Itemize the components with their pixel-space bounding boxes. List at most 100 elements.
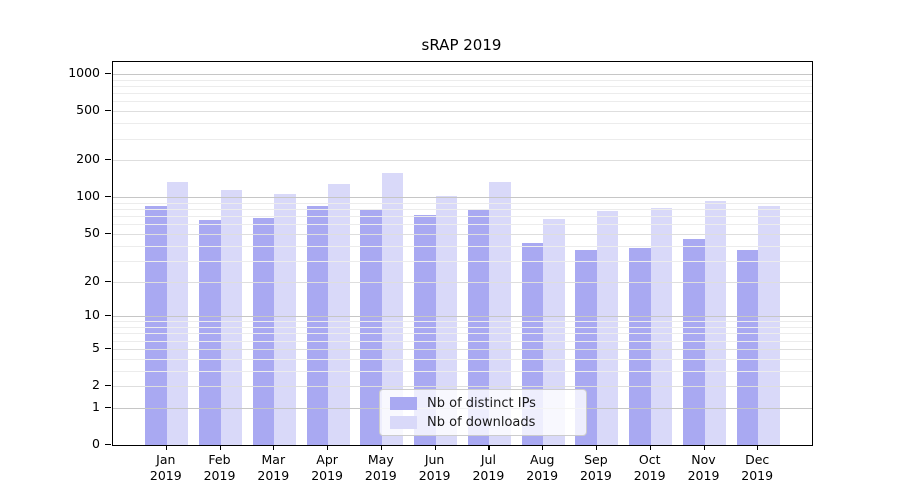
minor-gridline (113, 358, 812, 360)
y-tick-mark (105, 444, 111, 446)
x-tick-mark (703, 445, 705, 450)
x-tick-label-dec: Dec 2019 (741, 452, 774, 483)
bar-may-downloads (381, 172, 404, 445)
bar-jan-downloads (166, 181, 189, 445)
minor-gridline (113, 224, 812, 226)
bar-mar-distinct-ips (252, 218, 275, 445)
bar-feb-downloads (220, 190, 242, 445)
x-tick-label-mar: Mar 2019 (257, 452, 290, 483)
legend-row-distinct-ips: Nb of distinct IPs (390, 396, 586, 411)
x-tick-mark (649, 445, 651, 450)
y-tick-mark (105, 159, 111, 161)
x-tick-mark (327, 445, 329, 450)
gridline-1000 (113, 74, 812, 75)
minor-gridline (113, 216, 812, 218)
bar-jan-distinct-ips (145, 206, 167, 445)
bar-apr-distinct-ips (306, 205, 329, 445)
bar-jul-downloads (489, 181, 511, 445)
gridline-100 (113, 197, 812, 199)
legend: Nb of distinct IPs Nb of downloads (379, 389, 587, 436)
minor-gridline (113, 138, 812, 140)
y-tick-label-0: 0 (92, 436, 100, 451)
y-tick-label-5: 5 (92, 339, 100, 355)
legend-label-downloads: Nb of downloads (427, 414, 536, 430)
y-tick-label-1: 1 (92, 398, 100, 414)
y-tick-label-100: 100 (76, 188, 100, 204)
minor-gridline (113, 85, 812, 87)
minor-gridline (113, 93, 812, 95)
gridline-20 (113, 281, 812, 283)
x-tick-mark (273, 445, 275, 450)
x-tick-mark (380, 445, 382, 450)
y-tick-mark (105, 406, 111, 408)
x-tick-label-jul: Jul 2019 (472, 452, 505, 483)
minor-gridline (113, 260, 812, 262)
bar-feb-distinct-ips (199, 220, 221, 445)
minor-gridline (113, 79, 812, 81)
minor-gridline (113, 202, 812, 204)
x-tick-label-sep: Sep 2019 (579, 452, 612, 483)
x-tick-mark (595, 445, 598, 450)
x-tick-mark (542, 445, 544, 450)
bar-jun-distinct-ips (414, 215, 436, 445)
gridline-5 (113, 348, 812, 350)
y-tick-label-200: 200 (76, 151, 100, 167)
bar-mar-downloads (274, 193, 296, 445)
minor-gridline (113, 340, 812, 342)
minor-gridline (113, 370, 812, 372)
bar-oct-distinct-ips (629, 248, 651, 445)
y-tick-label-1000: 1000 (68, 65, 100, 80)
gridline-2 (113, 386, 812, 387)
y-tick-mark (105, 232, 111, 234)
gridline-50 (113, 233, 812, 235)
x-tick-label-jun: Jun 2019 (418, 452, 451, 483)
bar-jun-downloads (435, 196, 458, 445)
x-tick-label-apr: Apr 2019 (311, 452, 343, 483)
y-tick-label-2: 2 (92, 377, 100, 392)
x-tick-label-jan: Jan 2019 (149, 452, 182, 483)
y-tick-label-50: 50 (84, 224, 100, 240)
y-tick-mark (105, 385, 111, 387)
minor-gridline (113, 123, 812, 125)
y-tick-mark (105, 280, 111, 282)
bar-nov-downloads (704, 201, 726, 445)
minor-gridline (113, 327, 812, 328)
y-tick-mark (105, 196, 111, 198)
minor-gridline (113, 321, 812, 323)
gridline-10 (113, 316, 812, 318)
bar-oct-downloads (650, 208, 673, 445)
minor-gridline (113, 333, 812, 335)
y-tick-mark (105, 73, 111, 75)
gridline-500 (113, 111, 812, 113)
x-tick-mark (165, 445, 167, 450)
plot-area (112, 61, 813, 446)
bar-dec-distinct-ips (736, 249, 759, 445)
x-tick-label-nov: Nov 2019 (687, 452, 720, 483)
bar-nov-distinct-ips (683, 239, 705, 445)
x-tick-mark (434, 445, 436, 450)
x-tick-label-oct: Oct 2019 (633, 452, 666, 483)
x-tick-label-aug: Aug 2019 (526, 452, 559, 483)
y-tick-mark (105, 315, 111, 317)
x-tick-label-may: May 2019 (364, 452, 397, 483)
x-tick-mark (488, 445, 490, 450)
minor-gridline (113, 209, 812, 210)
legend-row-downloads: Nb of downloads (390, 415, 586, 430)
minor-gridline (113, 101, 812, 103)
legend-label-distinct-ips: Nb of distinct IPs (427, 395, 536, 411)
x-tick-mark (219, 445, 221, 450)
x-tick-label-feb: Feb 2019 (203, 452, 236, 483)
y-tick-label-20: 20 (84, 272, 100, 288)
y-tick-label-10: 10 (84, 307, 100, 323)
legend-swatch-downloads (390, 415, 417, 429)
gridline-200 (113, 160, 812, 162)
y-tick-mark (105, 110, 111, 112)
bar-apr-downloads (328, 183, 350, 445)
legend-swatch-distinct-ips (390, 396, 417, 410)
x-tick-mark (757, 445, 759, 450)
y-tick-label-500: 500 (76, 102, 100, 118)
minor-gridline (113, 245, 812, 247)
y-tick-mark (105, 347, 111, 349)
chart-title: sRAP 2019 (421, 36, 502, 54)
